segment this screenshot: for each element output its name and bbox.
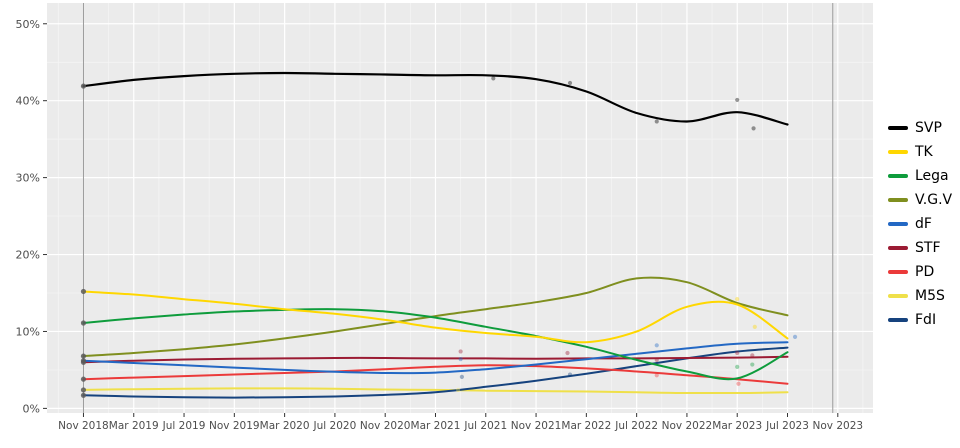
y-tick-label: 10% xyxy=(16,325,40,338)
series-line-lega xyxy=(82,308,789,381)
series-line-m5s xyxy=(82,387,789,395)
legend-label: STF xyxy=(915,240,941,256)
legend-label: Lega xyxy=(915,168,949,184)
legend-item: SVP xyxy=(888,116,952,140)
legend-swatch-icon xyxy=(888,198,908,202)
x-tick-label: Mar 2020 xyxy=(260,420,310,432)
legend-swatch-icon xyxy=(888,318,908,322)
x-axis-labels: Nov 2018 Mar 2019 Jul 2019 Nov 2019 Mar 2020… xyxy=(58,420,863,432)
x-tick-label: Nov 2018 xyxy=(58,420,109,432)
election-result-points xyxy=(80,83,87,398)
series-line-df xyxy=(82,341,789,375)
x-tick-label: Nov 2022 xyxy=(662,420,713,432)
legend-swatch-icon xyxy=(888,246,908,250)
legend-label: FdI xyxy=(915,312,937,328)
series-line-fdi xyxy=(82,346,789,399)
x-tick-label: Nov 2021 xyxy=(511,420,562,432)
y-axis-labels: 0% 10% 20% 30% 40% 50% xyxy=(16,18,40,416)
legend-label: TK xyxy=(915,144,933,160)
series-line-svp xyxy=(82,71,789,126)
series-line-pd xyxy=(82,364,789,385)
legend-swatch-icon xyxy=(888,126,908,130)
legend-item: M5S xyxy=(888,284,952,308)
x-tick-label: Mar 2019 xyxy=(109,420,159,432)
x-tick-label: Jul 2021 xyxy=(463,420,507,432)
grid-minor xyxy=(47,3,873,413)
x-tick-label: Nov 2023 xyxy=(813,420,864,432)
legend-item: V.G.V xyxy=(888,188,952,212)
legend-item: dF xyxy=(888,212,952,236)
x-tick-label: Nov 2019 xyxy=(209,420,260,432)
x-tick-label: Mar 2022 xyxy=(561,420,611,432)
legend-label: dF xyxy=(915,216,932,232)
legend-swatch-icon xyxy=(888,270,908,274)
legend-swatch-icon xyxy=(888,222,908,226)
legend-label: M5S xyxy=(915,288,945,304)
legend-swatch-icon xyxy=(888,150,908,154)
legend-swatch-icon xyxy=(888,294,908,298)
y-tick-label: 20% xyxy=(16,249,40,262)
legend-swatch-icon xyxy=(888,174,908,178)
legend-label: SVP xyxy=(915,120,942,136)
legend-label: PD xyxy=(915,264,935,280)
x-tick-label: Nov 2020 xyxy=(360,420,411,432)
y-tick-label: 30% xyxy=(16,172,40,185)
x-tick-label: Jul 2023 xyxy=(765,420,809,432)
x-tick-label: Mar 2021 xyxy=(411,420,461,432)
legend-item: TK xyxy=(888,140,952,164)
legend-item: Lega xyxy=(888,164,952,188)
election-date-lines xyxy=(82,3,834,413)
y-tick-label: 40% xyxy=(16,95,40,108)
legend-item: PD xyxy=(888,260,952,284)
y-tick-label: 0% xyxy=(23,402,40,415)
series-line-stf xyxy=(82,355,789,364)
x-tick-label: Mar 2023 xyxy=(712,420,762,432)
poll-scatter-points xyxy=(456,76,798,393)
series-line-tk xyxy=(82,290,789,344)
y-tick-label: 50% xyxy=(16,18,40,31)
legend-item: STF xyxy=(888,236,952,260)
x-tick-label: Jul 2019 xyxy=(162,420,206,432)
series-line-vgv xyxy=(82,276,789,358)
legend-label: V.G.V xyxy=(915,192,953,208)
chart-legend: SVP TK Lega V.G.V dF STF PD xyxy=(888,116,952,332)
x-tick-label: Jul 2022 xyxy=(614,420,658,432)
legend-item: FdI xyxy=(888,308,952,332)
x-tick-label: Jul 2020 xyxy=(313,420,357,432)
axis-ticks xyxy=(43,23,839,417)
